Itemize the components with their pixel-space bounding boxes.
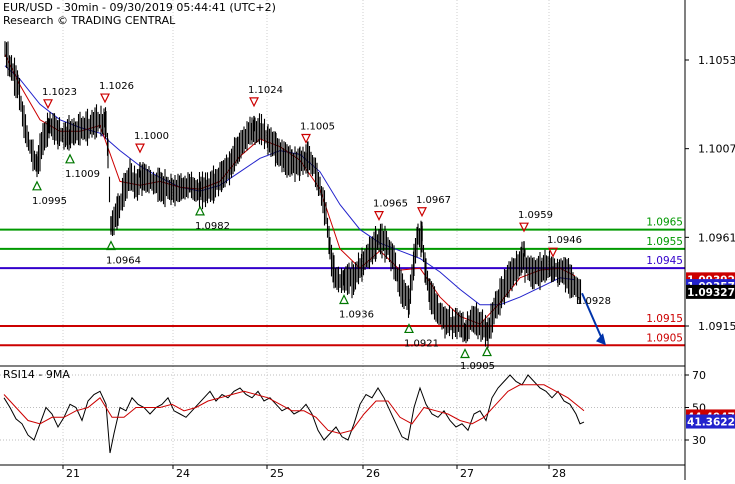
rsi-tick-label: 30	[692, 434, 706, 447]
swing-high-label: 1.0959	[518, 210, 553, 221]
swing-high-marker	[135, 143, 145, 154]
rsi-line	[3, 374, 585, 454]
price-tick-label: 1.1007	[698, 143, 735, 156]
level-label: 1.0905	[646, 332, 683, 344]
rsi-ma-line	[3, 384, 585, 435]
rsi-box	[686, 414, 735, 429]
swing-high-marker	[301, 133, 311, 144]
time-tick-label: 26	[366, 467, 380, 480]
chart-title: EUR/USD - 30min - 09/30/2019 05:44:41 (U…	[3, 1, 276, 14]
level-label: 1.0915	[646, 313, 683, 325]
swing-low-marker	[32, 180, 42, 191]
time-tick-label: 21	[66, 467, 80, 480]
rsi-box-label: 41.3622	[687, 417, 735, 429]
swing-low-label: 1.0921	[404, 338, 439, 349]
level-label: 1.0955	[646, 236, 683, 248]
price-box	[686, 284, 735, 299]
level-label: 1.0945	[646, 255, 683, 267]
swing-low-label: 1.1009	[65, 169, 100, 180]
price-tick-label: 1.1053	[698, 54, 735, 67]
time-tick-label: 25	[270, 467, 284, 480]
price-tick-label: 1.0961	[698, 231, 735, 244]
swing-high-marker	[43, 99, 53, 110]
chart-subtitle: Research © TRADING CENTRAL	[3, 14, 176, 27]
projection-arrow-line	[581, 292, 604, 342]
rsi-tick-label: 70	[692, 369, 706, 382]
time-tick-label: 28	[552, 467, 566, 480]
swing-low-label: 1.0982	[195, 221, 230, 232]
rsi-title: RSI14 - 9MA	[3, 368, 70, 381]
swing-low-marker	[106, 240, 116, 251]
swing-low-marker	[195, 205, 205, 216]
swing-low-label: 1.0995	[32, 196, 67, 207]
swing-high-label: 1.1000	[134, 131, 169, 142]
swing-low-marker	[65, 153, 75, 164]
swing-high-marker	[100, 93, 110, 104]
swing-low-marker	[482, 346, 492, 357]
swing-high-label: 1.0967	[416, 195, 451, 206]
swing-high-marker	[417, 207, 427, 218]
time-tick-label: 27	[460, 467, 474, 480]
swing-high-marker	[519, 222, 529, 233]
swing-low-marker	[404, 323, 414, 334]
price-tick-label: 1.0915	[698, 320, 735, 333]
level-label: 1.0965	[646, 217, 683, 229]
swing-low-label: 1.0964	[106, 256, 141, 267]
target-label: 1.0928	[576, 296, 611, 307]
swing-low-marker	[339, 294, 349, 305]
swing-high-label: 1.1024	[248, 85, 283, 96]
swing-high-marker	[249, 97, 259, 108]
swing-high-label: 1.0946	[547, 235, 582, 246]
swing-low-label: 1.0936	[339, 310, 374, 321]
swing-low-marker	[460, 348, 470, 359]
time-tick-label: 24	[176, 467, 190, 480]
swing-high-marker	[374, 211, 384, 221]
projection-arrow-head	[596, 333, 606, 346]
price-box-label: 1.09327	[687, 287, 735, 299]
swing-high-marker	[548, 247, 558, 258]
swing-high-label: 1.0965	[373, 199, 408, 210]
swing-high-label: 1.1026	[99, 81, 134, 92]
swing-high-label: 1.1005	[300, 122, 335, 133]
swing-high-label: 1.1023	[42, 87, 77, 98]
